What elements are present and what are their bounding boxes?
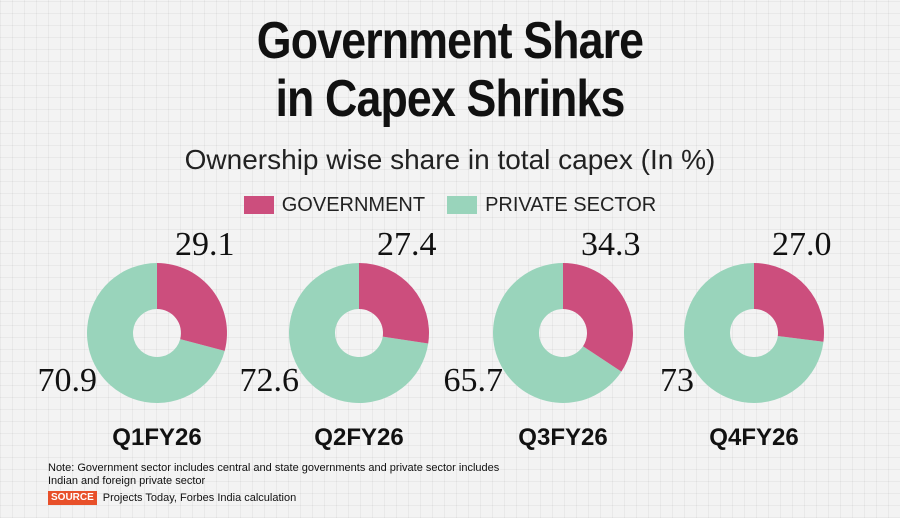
source-row: SOURCE Projects Today, Forbes India calc… [48, 491, 296, 505]
legend-swatch-government [243, 196, 274, 214]
donut-q3fy26: 34.3 65.7 Q3FY26 [444, 226, 641, 451]
source-badge: SOURCE [48, 491, 97, 505]
slice-government-q3fy26 [563, 263, 633, 372]
value-label-government-q2fy26: 27.4 [377, 226, 437, 263]
slice-private-q4fy26 [684, 263, 824, 404]
chart-subtitle: Ownership wise share in total capex (In … [184, 144, 716, 175]
value-label-government-q4fy26: 27.0 [772, 226, 832, 263]
source-text: Projects Today, Forbes India calculation [102, 492, 297, 504]
value-label-government-q1fy26: 29.1 [175, 226, 235, 263]
donut-q4fy26: 27.0 73 Q4FY26 [660, 226, 832, 451]
quarter-label-q4fy26: Q4FY26 [709, 424, 798, 451]
value-label-private-q2fy26: 72.6 [240, 362, 300, 399]
slice-government-q2fy26 [359, 263, 429, 344]
slice-private-q1fy26 [87, 263, 225, 403]
donut-q2fy26: 27.4 72.6 Q2FY26 [240, 226, 437, 451]
legend-label-government: GOVERNMENT [281, 194, 426, 216]
value-label-private-q3fy26: 65.7 [444, 362, 504, 399]
title-line-2: in Capex Shrinks [275, 70, 625, 128]
slice-government-q4fy26 [754, 263, 824, 342]
legend-item-private: PRIVATE SECTOR [447, 192, 656, 218]
slice-private-q3fy26 [493, 263, 622, 403]
chart-title: Government Share in Capex Shrinks [63, 12, 837, 128]
value-label-government-q3fy26: 34.3 [581, 226, 641, 263]
quarter-label-q3fy26: Q3FY26 [518, 424, 607, 451]
legend-swatch-private [447, 196, 478, 214]
legend: GOVERNMENT PRIVATE SECTOR [0, 192, 900, 218]
value-label-private-q1fy26: 70.9 [38, 362, 98, 399]
quarter-label-q2fy26: Q2FY26 [314, 424, 403, 451]
legend-item-government: GOVERNMENT [243, 192, 426, 218]
donut-q1fy26: 29.1 70.9 Q1FY26 [38, 226, 235, 451]
legend-label-private: PRIVATE SECTOR [485, 194, 657, 216]
title-line-1: Government Share [256, 12, 644, 70]
slice-government-q1fy26 [157, 263, 227, 351]
quarter-label-q1fy26: Q1FY26 [112, 424, 201, 451]
value-label-private-q4fy26: 73 [660, 362, 694, 399]
footnote: Note: Government sector includes central… [48, 462, 500, 487]
slice-private-q2fy26 [289, 263, 429, 403]
